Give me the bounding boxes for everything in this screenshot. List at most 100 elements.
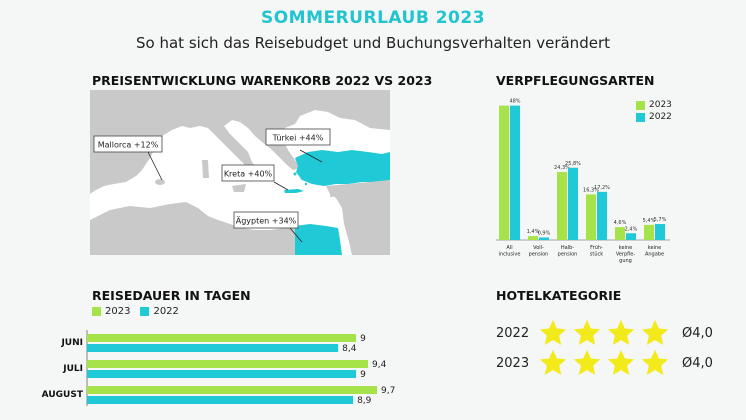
category-tick-label: Früh- bbox=[590, 245, 603, 251]
bar-2022 bbox=[655, 224, 665, 240]
bar-value-label: 2,4% bbox=[625, 226, 638, 232]
black-sea bbox=[328, 126, 386, 152]
star-rating bbox=[538, 318, 670, 348]
bar-2022 bbox=[87, 370, 357, 378]
hotel-year: 2022 bbox=[496, 325, 530, 341]
star-icon bbox=[607, 319, 635, 345]
page-subtitle: So hat sich das Reisebudget und Buchungs… bbox=[136, 34, 610, 52]
food-section-title: VERPFLEGUNGSARTEN bbox=[496, 73, 655, 88]
bar-2023 bbox=[528, 236, 538, 240]
mallorca-island bbox=[155, 179, 165, 185]
crete-highlight bbox=[284, 189, 304, 193]
bar-2022 bbox=[626, 233, 636, 240]
hotel-average: Ø4,0 bbox=[682, 355, 713, 371]
bar-2023 bbox=[644, 224, 654, 240]
callout-aegypten-label: Ägypten +34% bbox=[236, 216, 297, 226]
bar-value-label: 9,7 bbox=[381, 386, 395, 396]
hotel-year: 2023 bbox=[496, 355, 530, 371]
hotel-section-title: HOTELKATEGORIE bbox=[496, 288, 622, 303]
callout-mallorca: Mallorca +12% bbox=[93, 135, 163, 181]
bar-value-label: 9 bbox=[360, 334, 366, 344]
aegean-island bbox=[300, 176, 304, 180]
category-tick-label: Halb- bbox=[561, 245, 574, 251]
bar-2023 bbox=[586, 194, 596, 240]
bar-value-label: 16,3% bbox=[583, 187, 599, 193]
egypt-highlight bbox=[295, 224, 342, 255]
bar-2022 bbox=[87, 344, 339, 352]
cyprus-island bbox=[330, 192, 342, 197]
bar-value-label: 0,9% bbox=[538, 230, 551, 236]
bar-2023 bbox=[557, 171, 567, 240]
hotel-row-2022: 2022 Ø4,0 bbox=[496, 318, 713, 348]
star-icon bbox=[573, 319, 601, 345]
category-tick-label: JUNI bbox=[60, 338, 83, 348]
bar-2022 bbox=[597, 191, 607, 240]
callout-tuerkei-label: Türkei +44% bbox=[272, 134, 324, 143]
bar-2023 bbox=[499, 105, 509, 240]
category-tick-label: keine bbox=[648, 245, 661, 251]
category-tick-label: pension bbox=[529, 252, 549, 258]
sicily-island bbox=[232, 184, 246, 192]
hotel-row-2023: 2023 Ø4,0 bbox=[496, 348, 713, 378]
bar-2022 bbox=[510, 105, 520, 240]
legend-label-2023: 2023 bbox=[105, 306, 131, 317]
land-europe bbox=[90, 90, 390, 194]
category-tick-label: inclusive bbox=[499, 252, 521, 258]
legend-label-2022: 2022 bbox=[649, 112, 672, 122]
bar-value-label: 25,8% bbox=[565, 161, 581, 167]
legend-label-2023: 2023 bbox=[649, 100, 672, 110]
bar-2022 bbox=[568, 167, 578, 240]
legend-swatch-2022 bbox=[636, 112, 645, 122]
category-tick-label: Voll- bbox=[533, 245, 544, 251]
bar-2023 bbox=[87, 334, 357, 342]
star-icon bbox=[607, 349, 635, 375]
callout-mallorca-label: Mallorca +12% bbox=[98, 141, 159, 150]
category-tick-label: keine bbox=[619, 245, 632, 251]
star-icon bbox=[539, 319, 567, 345]
category-tick-label: stück bbox=[590, 252, 603, 258]
category-tick-label: AUGUST bbox=[42, 390, 84, 400]
bar-value-label: 1,4% bbox=[527, 229, 540, 235]
star-icon bbox=[641, 319, 669, 345]
bar-value-label: 48% bbox=[509, 99, 520, 105]
bar-2023 bbox=[615, 227, 625, 240]
category-tick-label: Angabe bbox=[645, 252, 664, 258]
category-tick-label: Verpfle- bbox=[616, 252, 636, 258]
page-title: SOMMERURLAUB 2023 bbox=[260, 8, 486, 28]
bar-value-label: 17,2% bbox=[594, 185, 610, 191]
star-icon bbox=[573, 349, 601, 375]
hotel-average: Ø4,0 bbox=[682, 325, 713, 341]
bar-value-label: 24,3% bbox=[554, 165, 570, 171]
sardinia-island bbox=[202, 160, 209, 178]
callout-kreta: Kreta +40% bbox=[221, 164, 289, 191]
legend-swatch-2022 bbox=[140, 307, 150, 316]
aegean-island bbox=[293, 172, 297, 176]
category-tick-label: All bbox=[506, 245, 512, 251]
turkey-highlight bbox=[295, 150, 390, 186]
category-tick-label: JULI bbox=[62, 364, 83, 374]
bar-value-label: 4,6% bbox=[614, 220, 627, 226]
category-tick-label: pension bbox=[558, 252, 578, 258]
star-rating bbox=[538, 348, 670, 378]
star-icon bbox=[641, 349, 669, 375]
legend-swatch-2023 bbox=[92, 307, 101, 316]
legend-swatch-2023 bbox=[636, 100, 645, 110]
land-middle-east bbox=[326, 180, 390, 255]
food-legend-2022: 2022 bbox=[636, 112, 672, 122]
bar-2023 bbox=[87, 360, 369, 368]
bar-value-label: 9,4 bbox=[372, 360, 387, 370]
star-icon bbox=[539, 349, 567, 375]
bar-value-label: 9 bbox=[360, 370, 366, 380]
bar-2022 bbox=[87, 396, 354, 404]
food-legend-2023: 2023 bbox=[636, 100, 672, 110]
land-north-africa bbox=[90, 202, 295, 255]
mediterranean-map: Mallorca +12% Türkei +44% Kreta +40% Ägy… bbox=[90, 90, 390, 255]
duration-legend-2022: 2022 bbox=[140, 306, 179, 317]
duration-legend-2023: 2023 bbox=[92, 306, 130, 317]
callout-tuerkei: Türkei +44% bbox=[265, 128, 331, 163]
bar-value-label: 8,4 bbox=[342, 344, 357, 354]
category-tick-label: gung bbox=[619, 258, 632, 264]
bar-value-label: 8,9 bbox=[357, 396, 372, 406]
